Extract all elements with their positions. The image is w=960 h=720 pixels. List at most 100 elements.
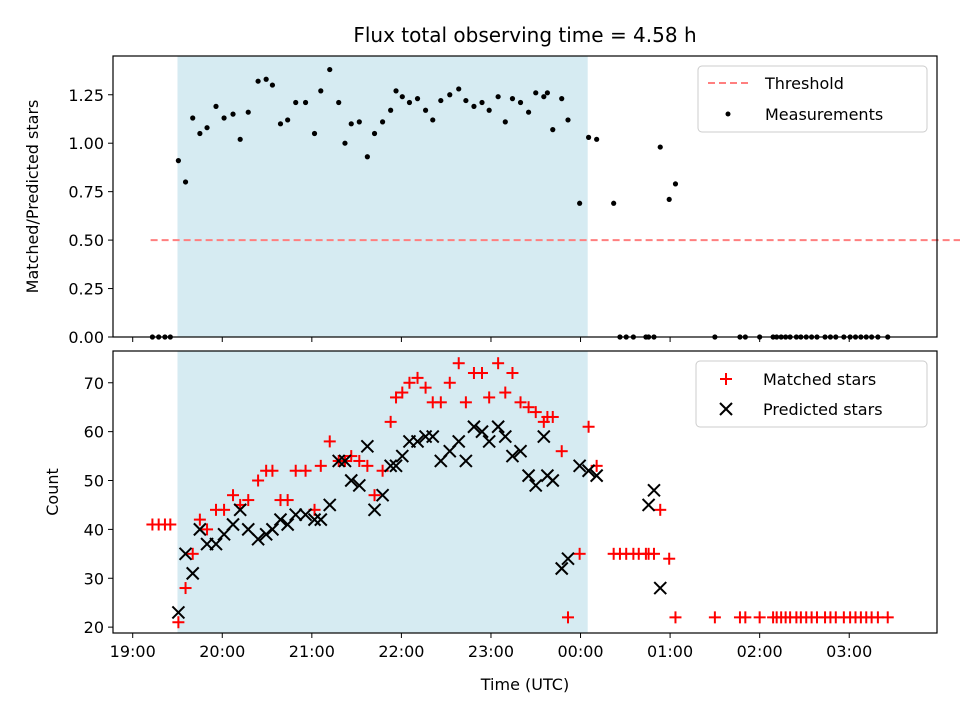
predicted-star-point — [298, 508, 313, 522]
bottom-legend-box — [695, 360, 928, 428]
predicted-star-point — [367, 503, 382, 517]
matched-star-point — [384, 415, 397, 428]
matched-star-point — [654, 503, 667, 516]
measurement-point — [438, 97, 444, 104]
predicted-star-point — [193, 522, 207, 537]
top-axes-frame — [112, 55, 938, 338]
matched-star-point — [739, 611, 752, 624]
y-tick-label: 1.25 — [68, 86, 104, 105]
measurement-point — [486, 107, 492, 113]
matched-star-point — [546, 410, 559, 423]
predicted-star-point — [426, 429, 440, 444]
matched-star-point — [753, 611, 766, 624]
measurement-point — [422, 107, 429, 113]
measurement-point — [263, 76, 269, 82]
predicted-star-point — [467, 420, 481, 434]
predicted-star-point — [265, 522, 280, 537]
matched-star-point — [492, 357, 505, 370]
predicted-star-point — [498, 429, 513, 444]
matched-star-point — [242, 494, 255, 507]
x-tick-label: 02:00 — [737, 642, 783, 661]
measurement-point — [399, 94, 405, 100]
matched-star-point — [419, 381, 432, 394]
matched-star-point — [663, 552, 676, 565]
measurement-point — [414, 96, 421, 102]
matched-star-point — [522, 401, 535, 414]
top-shaded-observing-region — [177, 56, 588, 337]
x-tick-label: 21:00 — [289, 642, 335, 661]
top-legend-box — [697, 65, 928, 133]
matched-star-point — [172, 616, 185, 629]
x-tick-label: 03:00 — [826, 642, 872, 661]
predicted-star-point — [314, 512, 328, 527]
top-panel: 0.00 0.25 0.50 0.75 1.00 1.25 Matched/Predict… — [23, 55, 960, 347]
predicted-star-point — [513, 444, 528, 458]
matched-star-point — [647, 547, 660, 560]
measurement-point — [197, 130, 203, 137]
x-tick-label: 01:00 — [647, 642, 693, 661]
predicted-star-point — [338, 454, 352, 468]
bottom-axes-frame — [112, 350, 938, 634]
predicted-star-point — [209, 537, 223, 551]
measurement-point — [447, 92, 453, 98]
measurement-point — [495, 94, 501, 100]
matched-star-point — [561, 611, 574, 624]
predicted-star-point — [546, 473, 560, 488]
bottom-y-axis-label: Count — [43, 468, 62, 516]
predicted-star-point — [647, 483, 661, 497]
measurement-point — [577, 200, 583, 206]
x-tick-label: 22:00 — [378, 642, 424, 661]
matched-star-point — [368, 489, 381, 502]
y-tick-label: 40 — [84, 520, 104, 539]
matched-star-point — [459, 396, 472, 409]
legend-predicted-label: Predicted stars — [763, 400, 883, 419]
matched-star-point — [323, 435, 336, 448]
matched-star-point — [434, 396, 447, 409]
predicted-star-point — [555, 561, 569, 576]
y-tick-label: 70 — [84, 374, 104, 393]
measurement-point — [559, 96, 565, 102]
bottom-panel: 20 30 40 50 60 70 19:00 20:00 21:00 22:00 23:00 00… — [43, 350, 938, 694]
predicted-star-point — [475, 424, 489, 439]
matched-star-point — [396, 386, 409, 399]
x-tick-label: 20:00 — [199, 642, 245, 661]
matched-star-point — [669, 611, 682, 624]
matched-star-point — [483, 391, 496, 404]
matched-star-point — [514, 396, 527, 409]
predicted-star-point — [178, 547, 193, 561]
predicted-star-point — [331, 454, 346, 468]
predicted-star-point — [323, 498, 337, 512]
measurement-point — [672, 181, 679, 187]
measurement-point — [463, 97, 469, 104]
measurement-point — [277, 121, 284, 127]
measurement-point — [611, 200, 617, 206]
predicted-star-point — [521, 468, 536, 483]
matched-star-point — [555, 445, 568, 458]
top-y-axis-label: Matched/Predicted stars — [23, 100, 42, 294]
measurement-point — [406, 99, 413, 106]
measurement-point — [393, 88, 399, 94]
matched-star-point — [281, 494, 294, 507]
predicted-star-point — [410, 434, 425, 449]
measurement-point — [175, 158, 181, 164]
predicted-star-point — [653, 581, 667, 595]
bottom-shaded-observing-region — [177, 351, 588, 633]
matched-star-point — [164, 518, 177, 531]
measurement-point — [204, 125, 210, 131]
predicted-star-point — [280, 517, 295, 532]
chart-title: Flux total observing time = 4.58 h — [353, 23, 696, 47]
matched-star-point — [881, 611, 894, 624]
measurement-point — [230, 111, 236, 117]
y-tick-label: 60 — [84, 423, 104, 442]
measurement-point — [456, 86, 462, 92]
predicted-star-point — [529, 478, 543, 493]
y-tick-label: 1.00 — [68, 134, 104, 153]
measurement-point — [302, 99, 309, 106]
predicted-star-point — [389, 459, 403, 473]
measurement-point — [550, 127, 556, 133]
measurement-point — [237, 136, 243, 142]
predicted-star-point — [186, 566, 200, 581]
top-legend: Threshold Measurements — [697, 65, 928, 133]
matched-star-point — [314, 459, 327, 472]
